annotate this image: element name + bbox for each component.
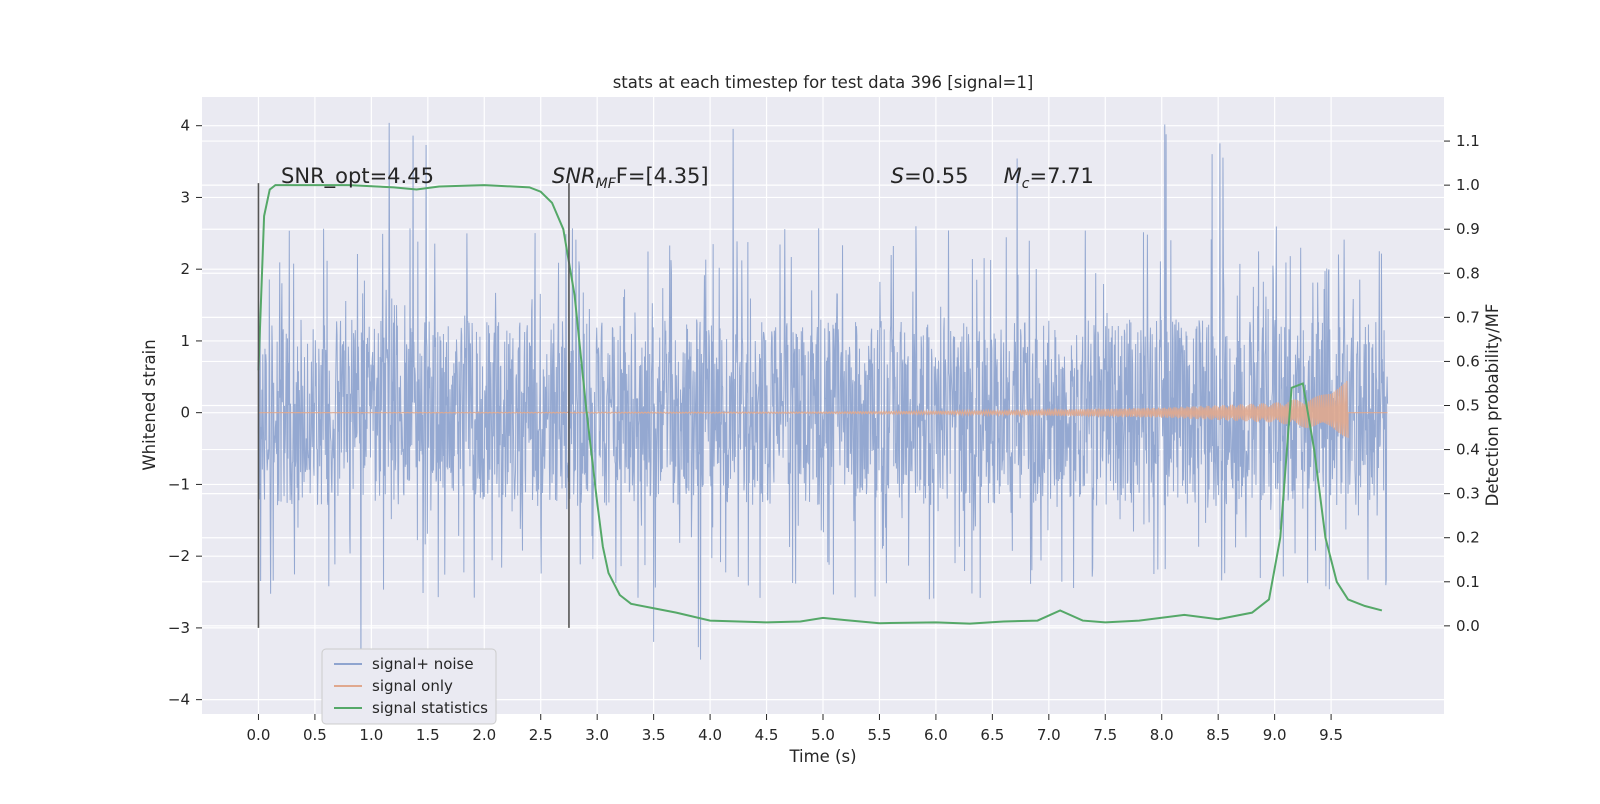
x-tick-label: 4.0 — [698, 726, 722, 744]
y-tick-label: 0 — [180, 404, 190, 422]
annotation-text: Mc=7.71 — [1004, 164, 1094, 192]
y2-tick-label: 0.4 — [1456, 441, 1480, 459]
marker-lines — [257, 183, 570, 628]
legend-label: signal statistics — [372, 699, 488, 717]
x-tick-label: 9.5 — [1319, 726, 1343, 744]
y2-tick-label: 0.1 — [1456, 573, 1480, 591]
annotations: SNR_opt=4.45 SNRMFF=[4.35] S=0.55 Mc=7.71 — [281, 164, 1094, 192]
annotation-text: SNR_opt=4.45 — [281, 164, 434, 189]
x-tick-label: 3.5 — [642, 726, 666, 744]
x-tick-label: 0.5 — [303, 726, 327, 744]
y2-tick-label: 0.3 — [1456, 485, 1480, 503]
annotation-prefix: S — [891, 164, 904, 188]
x-tick-label: 7.0 — [1037, 726, 1061, 744]
y-tick-label: 4 — [180, 117, 190, 135]
x-tick-label: 1.5 — [416, 726, 440, 744]
annotation-prefix: SNR — [552, 164, 596, 188]
data-layer — [257, 122, 1389, 688]
y2-tick-label: 0.9 — [1456, 220, 1480, 238]
x-tick-label: 6.5 — [980, 726, 1004, 744]
y-tick-label: 1 — [180, 332, 190, 350]
annotation-text: SNRMFF=[4.35] — [552, 164, 709, 192]
annotation-prefix: M — [1004, 164, 1022, 188]
annotation-subscript: c — [1022, 176, 1030, 192]
annotation-prefix: SNR_opt= — [281, 164, 387, 189]
signal-only-series — [258, 380, 1388, 438]
x-tick-label: 0.0 — [247, 726, 271, 744]
legend-label: signal+ noise — [372, 655, 474, 673]
y-tick-label: −2 — [168, 547, 190, 565]
x-tick-label: 7.5 — [1093, 726, 1117, 744]
legend-label: signal only — [372, 677, 453, 695]
legend: signal+ noise signal only signal statistic… — [321, 648, 497, 725]
annotation-value: F=[4.35] — [616, 164, 709, 188]
x-tick-label: 2.5 — [529, 726, 553, 744]
y-tick-label: −3 — [168, 619, 190, 637]
x-tick-label: 8.0 — [1150, 726, 1174, 744]
y2-tick-label: 0.2 — [1456, 529, 1480, 547]
x-tick-label: 3.0 — [585, 726, 609, 744]
y2-tick-label: 0.5 — [1456, 397, 1480, 415]
annotation-subscript: MF — [596, 176, 617, 192]
annotation-value: =0.55 — [904, 164, 968, 188]
annotation-text: S=0.55 — [891, 164, 969, 188]
y2-tick-label: 0.8 — [1456, 264, 1480, 282]
x-tick-label: 6.0 — [924, 726, 948, 744]
y-tick-label: 2 — [180, 260, 190, 278]
x-tick-label: 8.5 — [1206, 726, 1230, 744]
annotation-value: 4.45 — [387, 164, 434, 188]
y2-tick-label: 0.0 — [1456, 617, 1480, 635]
chart-title: stats at each timestep for test data 396… — [613, 73, 1034, 92]
y2-tick-label: 1.1 — [1456, 132, 1480, 150]
y2-tick-label: 0.7 — [1456, 308, 1480, 326]
x-tick-label: 2.0 — [472, 726, 496, 744]
y2-tick-label: 1.0 — [1456, 176, 1480, 194]
y-tick-label: −1 — [168, 475, 190, 493]
x-tick-label: 4.5 — [755, 726, 779, 744]
y-tick-label: 3 — [180, 188, 190, 206]
y2-tick-label: 0.6 — [1456, 352, 1480, 370]
y2-axis-label: Detection probability/MF — [1483, 304, 1502, 507]
x-tick-label: 9.0 — [1263, 726, 1287, 744]
x-tick-label: 1.0 — [359, 726, 383, 744]
signal-statistics-series — [257, 184, 1383, 625]
annotation-value: =7.71 — [1029, 164, 1093, 188]
y-axis-label: Whitened strain — [140, 339, 159, 470]
legend-box — [321, 648, 497, 725]
ticks: 0.0 0.5 1.0 1.5 2.0 2.5 3.0 3.5 4.0 4.5 5.0 5.5 6.0 6… — [168, 117, 1480, 744]
x-axis-label: Time (s) — [788, 747, 856, 766]
x-tick-label: 5.5 — [868, 726, 892, 744]
x-tick-label: 5.0 — [811, 726, 835, 744]
y-tick-label: −4 — [168, 691, 190, 709]
